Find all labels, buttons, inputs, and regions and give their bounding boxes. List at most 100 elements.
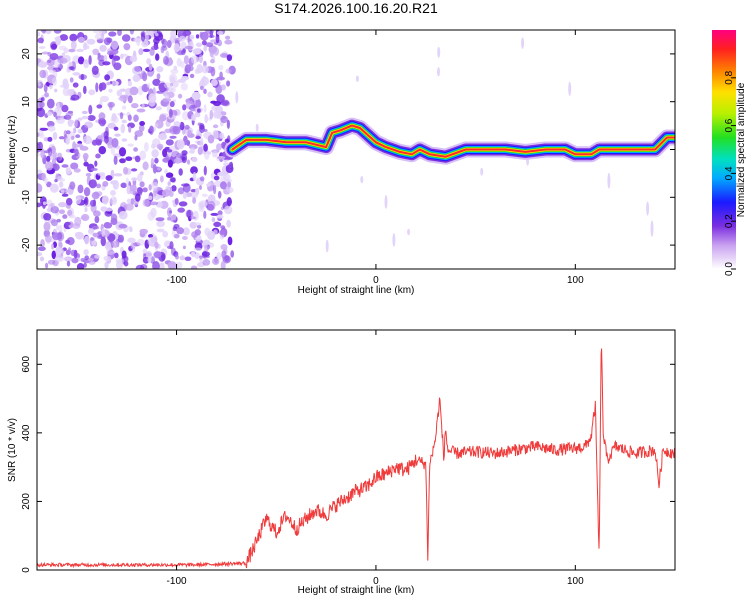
noise-blob — [83, 262, 87, 268]
ridge-band-6 — [231, 124, 675, 158]
colorbar: 0.0 0.2 0.4 0.6 0.8 Normalized spectral ampl… — [712, 30, 747, 276]
noise-blob — [43, 213, 52, 221]
noise-blob — [171, 151, 176, 158]
noise-blob — [37, 107, 46, 118]
noise-blob — [173, 43, 180, 53]
noise-blob — [100, 95, 109, 103]
noise-blob — [204, 114, 208, 124]
noise-blob — [61, 104, 69, 113]
noise-blob — [191, 114, 195, 121]
noise-blob — [86, 45, 90, 50]
noise-blob — [216, 252, 222, 261]
noise-blob — [149, 125, 154, 135]
noise-blob — [136, 38, 141, 47]
noise-blob — [51, 243, 55, 250]
noise-blob — [94, 74, 100, 79]
y-tick-label: 400 — [21, 424, 32, 441]
noise-blob — [191, 55, 199, 64]
noise-blob — [156, 220, 166, 228]
noise-blob — [186, 159, 191, 165]
noise-blob — [142, 187, 148, 193]
noise-blob — [54, 88, 58, 93]
noise-blob — [203, 46, 207, 52]
noise-blob — [189, 73, 195, 79]
colorbar-tick-label: 0.8 — [724, 70, 735, 84]
noise-blob — [112, 55, 121, 61]
noise-blob — [407, 228, 411, 236]
noise-blob — [228, 162, 233, 169]
noise-blob — [80, 73, 85, 81]
noise-blob — [56, 102, 60, 112]
noise-blob — [51, 43, 57, 50]
noise-blob — [53, 30, 62, 34]
noise-blob — [154, 241, 159, 249]
noise-blob — [216, 143, 222, 151]
noise-blob — [207, 194, 216, 204]
noise-blob — [123, 166, 129, 175]
noise-blob — [83, 85, 87, 95]
noise-blob — [360, 176, 364, 184]
noise-blob — [198, 54, 203, 64]
noise-blob — [60, 189, 65, 195]
noise-blob — [39, 127, 49, 131]
noise-blob — [182, 30, 192, 36]
noise-blob — [207, 151, 212, 155]
noise-blob — [94, 33, 102, 40]
noise-blob — [37, 152, 41, 157]
noise-blob — [142, 48, 151, 53]
noise-blob — [152, 164, 157, 174]
noise-blob — [193, 222, 202, 226]
noise-blob — [209, 30, 213, 39]
noise-blob — [213, 221, 222, 227]
noise-blob — [77, 56, 85, 65]
figure-title: S174.2026.100.16.20.R21 — [274, 0, 438, 16]
noise-blob — [203, 143, 208, 152]
noise-blob — [220, 181, 227, 190]
noise-blob — [112, 180, 119, 190]
noise-blob — [230, 250, 235, 258]
x-tick-label: 0 — [373, 275, 379, 286]
noise-blob — [98, 118, 102, 125]
noise-blob — [176, 139, 185, 150]
noise-blob — [182, 111, 190, 121]
y-tick-label: 600 — [21, 356, 32, 373]
noise-blob — [189, 65, 194, 72]
noise-blob — [107, 233, 116, 242]
noise-blob — [84, 255, 89, 260]
noise-blob — [82, 152, 89, 160]
noise-blob — [194, 229, 201, 236]
noise-blob — [106, 81, 111, 86]
noise-blob — [114, 252, 119, 259]
noise-blob — [156, 143, 164, 150]
noise-blob — [224, 205, 233, 215]
noise-blob — [191, 156, 198, 163]
noise-blob — [127, 114, 132, 121]
noise-blob — [207, 134, 215, 144]
noise-blob — [139, 121, 146, 126]
noise-blob — [133, 147, 139, 152]
noise-blob — [49, 183, 59, 193]
noise-blob — [197, 108, 201, 113]
noise-blob — [199, 176, 205, 182]
noise-blob — [91, 254, 95, 259]
noise-blob — [148, 63, 153, 71]
noise-blob — [155, 53, 160, 61]
noise-blob — [160, 45, 165, 54]
noise-region — [37, 30, 654, 269]
noise-blob — [45, 262, 49, 269]
noise-blob — [111, 40, 119, 50]
noise-blob — [180, 82, 188, 91]
noise-blob — [202, 259, 211, 266]
noise-blob — [142, 72, 148, 82]
noise-blob — [43, 83, 48, 93]
noise-blob — [37, 169, 43, 175]
noise-blob — [70, 94, 80, 101]
snr-series — [37, 348, 675, 569]
noise-blob — [195, 34, 200, 39]
y-tick-label: 20 — [21, 48, 32, 60]
noise-blob — [90, 167, 98, 171]
noise-blob — [69, 181, 76, 190]
frequency-ridge — [224, 117, 675, 165]
